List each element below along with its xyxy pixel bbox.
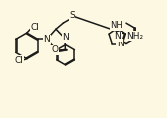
Text: NH₂: NH₂ (126, 32, 143, 41)
Text: O: O (52, 45, 59, 55)
Text: Cl: Cl (14, 56, 23, 65)
Text: N: N (133, 34, 140, 43)
Text: N: N (117, 39, 124, 48)
Text: N: N (115, 32, 121, 41)
Text: S: S (69, 11, 75, 20)
Text: Cl: Cl (31, 23, 40, 32)
Text: NH: NH (110, 21, 123, 30)
Text: N: N (62, 33, 69, 42)
Text: N: N (44, 35, 50, 44)
